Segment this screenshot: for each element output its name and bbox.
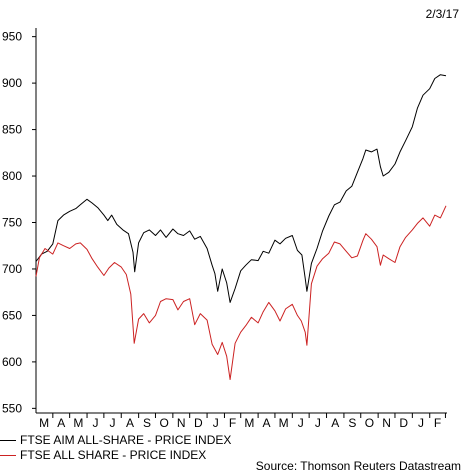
chart-date-label: 2/3/17 [425, 7, 459, 21]
x-tick-label: F [434, 416, 441, 430]
x-tick-label: A [263, 416, 271, 430]
y-tick-label: 800 [2, 169, 22, 183]
y-tick-label: 700 [2, 262, 22, 276]
y-tick-label: 950 [2, 30, 22, 44]
x-tick-label: A [57, 416, 65, 430]
x-tick-label: J [418, 416, 424, 430]
x-tick-label: M [39, 416, 49, 430]
x-tick-label: S [143, 416, 151, 430]
legend-item-all-share: FTSE ALL SHARE - PRICE INDEX [0, 447, 231, 462]
x-tick-label: A [331, 416, 339, 430]
series-line-all-share [35, 205, 447, 380]
x-tick-label: J [298, 416, 304, 430]
x-tick-label: F [229, 416, 236, 430]
x-tick-label: M [73, 416, 83, 430]
legend-label-aim: FTSE AIM ALL-SHARE - PRICE INDEX [20, 432, 232, 447]
y-tick-label: 650 [2, 308, 22, 322]
y-tick-label: 900 [2, 76, 22, 90]
legend-swatch-all-share [0, 454, 16, 456]
x-tick-label: J [92, 416, 98, 430]
y-tick-label: 750 [2, 216, 22, 230]
series-line-aim [35, 74, 447, 303]
x-tick-label: O [365, 416, 374, 430]
source-note: Source: Thomson Reuters Datastream [255, 459, 461, 473]
x-tick-label: D [194, 416, 203, 430]
x-tick-label: A [126, 416, 134, 430]
x-tick-label: M [279, 416, 289, 430]
series-layer [35, 74, 447, 380]
x-tick-label: N [382, 416, 391, 430]
x-tick-label: J [110, 416, 116, 430]
legend-swatch-aim [0, 439, 16, 441]
x-tick-label: D [399, 416, 408, 430]
y-tick-label: 550 [2, 401, 22, 415]
x-tick-label: O [159, 416, 168, 430]
y-tick-label: 850 [2, 123, 22, 137]
y-axis: 550 600 650 700 750 800 850 900 950 [2, 28, 37, 415]
legend-item-aim: FTSE AIM ALL-SHARE - PRICE INDEX [0, 432, 231, 447]
legend: FTSE AIM ALL-SHARE - PRICE INDEX FTSE AL… [0, 432, 231, 462]
x-tick-label: S [348, 416, 356, 430]
x-tick-label: J [315, 416, 321, 430]
y-tick-label: 600 [2, 355, 22, 369]
legend-label-all-share: FTSE ALL SHARE - PRICE INDEX [20, 447, 207, 462]
x-tick-label: J [213, 416, 219, 430]
x-tick-label: M [244, 416, 254, 430]
x-tick-label: N [177, 416, 186, 430]
